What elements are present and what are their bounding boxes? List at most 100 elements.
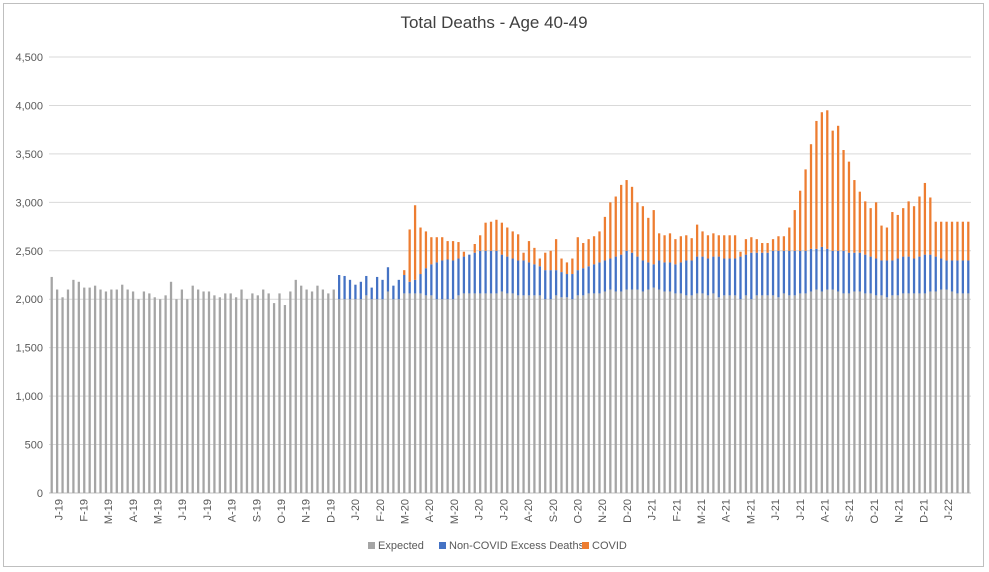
bar-noncovid bbox=[755, 252, 758, 296]
bar-covid bbox=[847, 161, 851, 253]
x-tick-label: M-19 bbox=[153, 499, 165, 524]
bar-noncovid bbox=[560, 272, 563, 298]
x-tick-label: J-21 bbox=[647, 499, 659, 520]
bar-expected bbox=[169, 281, 173, 493]
bar-expected bbox=[598, 293, 601, 493]
bar-noncovid bbox=[500, 254, 504, 292]
bar-expected bbox=[256, 295, 259, 493]
bar-expected bbox=[457, 295, 460, 493]
bar-noncovid bbox=[793, 250, 796, 296]
bar-expected bbox=[544, 299, 547, 493]
bar-noncovid bbox=[929, 254, 932, 292]
bar-covid bbox=[641, 206, 645, 261]
bar-expected bbox=[332, 289, 335, 493]
bar-expected bbox=[468, 293, 471, 493]
bar-covid bbox=[679, 236, 682, 263]
bar-expected bbox=[310, 291, 314, 493]
bar-covid bbox=[533, 247, 536, 265]
bar-noncovid bbox=[375, 276, 379, 300]
bar-noncovid bbox=[392, 285, 395, 300]
bar-expected bbox=[603, 291, 607, 493]
bar-covid bbox=[739, 251, 742, 257]
x-tick-label: D-19 bbox=[325, 499, 337, 523]
bar-covid bbox=[880, 225, 883, 261]
y-tick-label: 2,500 bbox=[15, 246, 43, 258]
bar-noncovid bbox=[403, 275, 406, 294]
bar-noncovid bbox=[717, 256, 720, 298]
y-tick-label: 3,500 bbox=[15, 149, 43, 161]
bar-expected bbox=[348, 299, 352, 493]
bar-expected bbox=[245, 299, 249, 493]
bar-covid bbox=[706, 235, 710, 259]
bar-noncovid bbox=[858, 252, 861, 292]
bar-covid bbox=[565, 262, 569, 275]
bar-expected bbox=[83, 287, 86, 493]
bar-expected bbox=[240, 289, 243, 493]
x-tick-label: A-19 bbox=[128, 499, 140, 522]
bar-expected bbox=[338, 299, 341, 493]
bar-noncovid bbox=[473, 252, 476, 294]
bar-expected bbox=[956, 293, 959, 493]
bar-expected bbox=[251, 293, 254, 493]
bar-noncovid bbox=[354, 284, 357, 300]
bar-expected bbox=[327, 293, 330, 493]
y-tick-label: 0 bbox=[37, 488, 43, 500]
bar-expected bbox=[511, 293, 514, 493]
bar-noncovid bbox=[695, 256, 699, 294]
bar-expected bbox=[891, 295, 894, 493]
bar-noncovid bbox=[511, 258, 514, 294]
bar-expected bbox=[826, 289, 829, 493]
bar-expected bbox=[370, 299, 373, 493]
bar-noncovid bbox=[522, 260, 525, 296]
bar-covid bbox=[956, 221, 959, 261]
bar-expected bbox=[961, 293, 965, 493]
x-tick-label: M-20 bbox=[400, 499, 412, 524]
bar-noncovid bbox=[413, 279, 417, 294]
bar-covid bbox=[836, 125, 840, 251]
bar-expected bbox=[451, 299, 455, 493]
bar-covid bbox=[923, 182, 927, 255]
bar-noncovid bbox=[484, 250, 487, 294]
bar-noncovid bbox=[788, 250, 791, 296]
x-tick-label: M-21 bbox=[745, 499, 757, 524]
bar-covid bbox=[896, 214, 899, 259]
bar-expected bbox=[435, 299, 438, 493]
bar-expected bbox=[262, 289, 265, 493]
bar-covid bbox=[701, 231, 704, 257]
bar-noncovid bbox=[419, 274, 422, 294]
bar-noncovid bbox=[359, 281, 362, 300]
bar-noncovid bbox=[733, 258, 737, 296]
bar-noncovid bbox=[516, 260, 520, 296]
bar-noncovid bbox=[538, 266, 541, 296]
bar-covid bbox=[658, 233, 661, 261]
bar-noncovid bbox=[647, 262, 650, 290]
bar-expected bbox=[516, 295, 520, 493]
bar-expected bbox=[674, 293, 677, 493]
bar-expected bbox=[229, 293, 232, 493]
x-tick-label: M-21 bbox=[696, 499, 708, 524]
bar-expected bbox=[554, 295, 558, 493]
bar-expected bbox=[72, 279, 75, 493]
bar-covid bbox=[788, 227, 791, 251]
x-tick-label: N-19 bbox=[301, 499, 313, 523]
bar-noncovid bbox=[912, 258, 916, 294]
x-tick-label: M-20 bbox=[449, 499, 461, 524]
y-tick-label: 1,500 bbox=[15, 343, 43, 355]
bar-noncovid bbox=[370, 287, 373, 300]
bar-noncovid bbox=[690, 260, 693, 296]
bar-covid bbox=[869, 208, 872, 257]
x-tick-label: S-20 bbox=[548, 499, 560, 522]
bar-noncovid bbox=[576, 270, 579, 296]
bar-noncovid bbox=[495, 250, 498, 294]
bar-covid bbox=[885, 227, 889, 261]
bar-covid bbox=[462, 251, 466, 257]
bar-covid bbox=[636, 202, 639, 257]
x-tick-label: D-20 bbox=[622, 499, 634, 523]
x-tick-label: J-20 bbox=[474, 499, 486, 520]
bar-covid bbox=[479, 235, 482, 251]
bar-expected bbox=[695, 293, 699, 493]
bar-covid bbox=[685, 235, 688, 261]
bar-covid bbox=[571, 258, 574, 275]
bar-noncovid bbox=[386, 267, 390, 292]
bar-covid bbox=[544, 252, 547, 271]
